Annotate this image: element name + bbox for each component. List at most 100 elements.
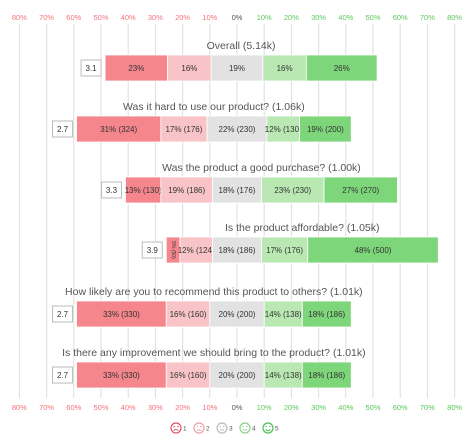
tick-label: 30% bbox=[311, 403, 326, 412]
data-label: 17% (176) bbox=[165, 125, 202, 134]
bar-segment bbox=[125, 176, 162, 204]
tick-label: 80% bbox=[12, 13, 27, 22]
data-label: 19% (200) bbox=[307, 125, 344, 134]
score-box bbox=[52, 305, 74, 323]
data-label: 33% (330) bbox=[103, 310, 140, 319]
tick-label: 40% bbox=[121, 403, 136, 412]
data-label: 14% (138) bbox=[265, 371, 302, 380]
data-label: 18% (186) bbox=[308, 310, 345, 319]
data-label: 5% (50) bbox=[170, 241, 176, 259]
face-icon bbox=[239, 422, 251, 434]
grid-lines bbox=[18, 24, 456, 398]
question-row: 13% (130) 19% (186) 18% (176) 23% (230) 27% … bbox=[100, 162, 398, 204]
tick-label: 50% bbox=[93, 13, 108, 22]
tick-label: 80% bbox=[12, 403, 27, 412]
legend: 1 2 3 4 5 bbox=[170, 422, 279, 434]
bar-segment bbox=[263, 300, 303, 328]
tick-label: 10% bbox=[257, 13, 272, 22]
bar-segment bbox=[212, 236, 262, 264]
data-label: 22% (230) bbox=[219, 125, 256, 134]
tick-label: 20% bbox=[175, 13, 190, 22]
question-title: How likely are you to recommend this pro… bbox=[65, 286, 363, 298]
bar-segment bbox=[212, 176, 262, 204]
question-title: Is the product affordable? (1.05k) bbox=[225, 222, 380, 234]
tick-label: 30% bbox=[311, 13, 326, 22]
bar-segment bbox=[261, 236, 309, 264]
data-label: 48% (500) bbox=[355, 246, 392, 255]
tick-label: 60% bbox=[66, 403, 81, 412]
data-label: 18% (176) bbox=[219, 186, 256, 195]
tick-label: 60% bbox=[66, 13, 81, 22]
bar-segment bbox=[209, 300, 265, 328]
legend-item[interactable]: 3 bbox=[216, 422, 233, 434]
score-box bbox=[52, 366, 74, 384]
score-value: 3.1 bbox=[86, 64, 98, 73]
bar-segment bbox=[179, 236, 213, 264]
question-title: Overall (5.14k) bbox=[207, 40, 276, 52]
tick-label: 70% bbox=[420, 13, 435, 22]
tick-label: 10% bbox=[202, 13, 217, 22]
data-label: 16% bbox=[181, 64, 197, 73]
question-row: 5% (50) 12% (124) 18% (186) 17% (176) 48% (5… bbox=[141, 222, 439, 264]
legend-item[interactable]: 2 bbox=[193, 422, 210, 434]
question-title: Is there any improvement we should bring… bbox=[62, 347, 366, 359]
tick-label: 0% bbox=[232, 13, 243, 22]
tick-label: 70% bbox=[420, 403, 435, 412]
score-box bbox=[80, 59, 102, 77]
legend-item[interactable]: 4 bbox=[239, 422, 256, 434]
data-label: 20% (200) bbox=[219, 310, 256, 319]
top-tick-labels: 80% 70% 60% 50% 40% 30% 20% 10% 0% 10% 20% 30% 40% 50… bbox=[12, 13, 463, 22]
legend-label: 1 bbox=[183, 426, 187, 433]
question-row: 23% 16% 19% 16% 26% 3.1 Overall (5.14k) bbox=[80, 40, 378, 82]
tick-label: 80% bbox=[447, 13, 462, 22]
legend-item[interactable]: 1 bbox=[170, 422, 187, 434]
bar-segment bbox=[209, 361, 265, 389]
tick-label: 20% bbox=[284, 13, 299, 22]
score-box bbox=[100, 181, 122, 199]
bar-segment bbox=[305, 54, 378, 82]
bar-segment bbox=[210, 54, 264, 82]
bar-segment bbox=[301, 361, 352, 389]
legend-label: 5 bbox=[275, 426, 279, 433]
tick-label: 40% bbox=[121, 13, 136, 22]
bar-segment bbox=[299, 115, 352, 143]
data-label: 14% (138) bbox=[265, 310, 302, 319]
tick-label: 60% bbox=[393, 13, 408, 22]
tick-label: 70% bbox=[39, 13, 54, 22]
tick-label: 70% bbox=[39, 403, 54, 412]
tick-label: 40% bbox=[338, 403, 353, 412]
tick-label: 80% bbox=[447, 403, 462, 412]
data-label: 20% (200) bbox=[219, 371, 256, 380]
face-icon bbox=[262, 422, 274, 434]
data-label: 23% (230) bbox=[274, 186, 311, 195]
bottom-tick-labels: 80% 70% 60% 50% 40% 30% 20% 10% 0% 10% 20% 30% 40% 50… bbox=[12, 403, 463, 412]
question-rows: 23% 16% 19% 16% 26% 3.1 Overall (5.14k) 31% (32… bbox=[52, 40, 439, 389]
score-value: 2.7 bbox=[57, 125, 69, 134]
legend-item[interactable]: 5 bbox=[262, 422, 279, 434]
data-label: 23% bbox=[128, 64, 144, 73]
data-label: 12% (124) bbox=[178, 246, 215, 255]
data-label: 19% (186) bbox=[168, 186, 205, 195]
score-value: 3.3 bbox=[106, 186, 118, 195]
tick-label: 10% bbox=[257, 403, 272, 412]
tick-label: 50% bbox=[365, 13, 380, 22]
tick-label: 20% bbox=[175, 403, 190, 412]
bar-segment bbox=[104, 54, 169, 82]
bar-segment bbox=[301, 300, 352, 328]
score-value: 3.9 bbox=[147, 246, 159, 255]
tick-label: 40% bbox=[338, 13, 353, 22]
data-label: 16% (160) bbox=[170, 310, 207, 319]
bar-segment bbox=[76, 300, 167, 328]
tick-label: 30% bbox=[148, 13, 163, 22]
score-value: 2.7 bbox=[57, 371, 69, 380]
face-icon bbox=[170, 422, 182, 434]
tick-label: 10% bbox=[202, 403, 217, 412]
bar-segment bbox=[165, 361, 211, 389]
legend-label: 2 bbox=[206, 426, 210, 433]
data-label: 16% bbox=[277, 64, 293, 73]
tick-label: 50% bbox=[365, 403, 380, 412]
face-icon bbox=[193, 422, 205, 434]
question-title: Was the product a good purchase? (1.00k) bbox=[162, 162, 361, 174]
data-label: 18% (186) bbox=[219, 246, 256, 255]
